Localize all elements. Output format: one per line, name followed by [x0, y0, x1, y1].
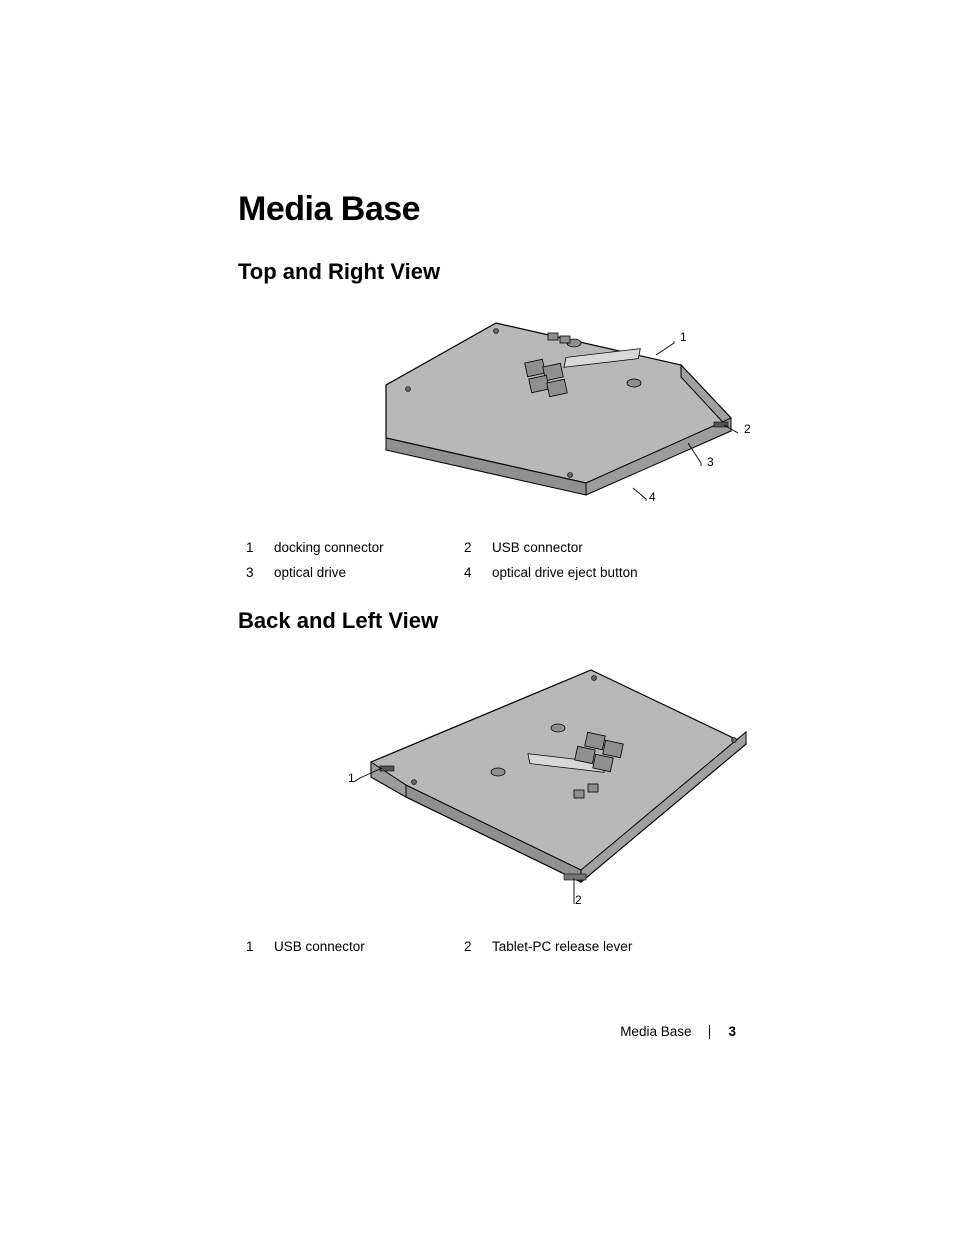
section-heading-back-left: Back and Left View	[238, 608, 854, 634]
page-title: Media Base	[238, 190, 854, 229]
callout-number: 2	[575, 893, 582, 907]
footer-divider-icon	[709, 1025, 710, 1039]
footer-page-number: 3	[728, 1024, 736, 1039]
callout-number: 2	[744, 422, 751, 436]
legend-num: 1	[246, 540, 274, 555]
isometric-diagram-2: 12	[326, 652, 766, 917]
legend-back-left: 1 USB connector 2 Tablet-PC release leve…	[246, 939, 854, 954]
footer-section-name: Media Base	[620, 1024, 691, 1039]
section-heading-top-right: Top and Right View	[238, 259, 854, 285]
callout-number: 3	[707, 455, 714, 469]
document-page: Media Base Top and Right View	[0, 0, 954, 1235]
figure-top-right-view: 1 2 3 4	[238, 303, 854, 518]
legend-label: Tablet-PC release lever	[492, 939, 712, 954]
legend-num: 1	[246, 939, 274, 954]
legend-num: 3	[246, 565, 274, 580]
legend-top-right: 1 docking connector 2 USB connector 3 op…	[246, 540, 854, 580]
legend-label: optical drive eject button	[492, 565, 712, 580]
legend-label: USB connector	[274, 939, 464, 954]
legend-label: optical drive	[274, 565, 464, 580]
isometric-diagram-1: 1 2 3 4	[326, 303, 766, 518]
callout-number: 1	[348, 771, 355, 785]
figure-back-left-view: 12	[238, 652, 854, 917]
callout-number: 1	[680, 330, 687, 344]
page-footer: Media Base 3	[620, 1024, 736, 1039]
legend-num: 4	[464, 565, 492, 580]
legend-num: 2	[464, 540, 492, 555]
callout-number: 4	[649, 490, 656, 504]
legend-num: 2	[464, 939, 492, 954]
legend-label: USB connector	[492, 540, 712, 555]
legend-label: docking connector	[274, 540, 464, 555]
